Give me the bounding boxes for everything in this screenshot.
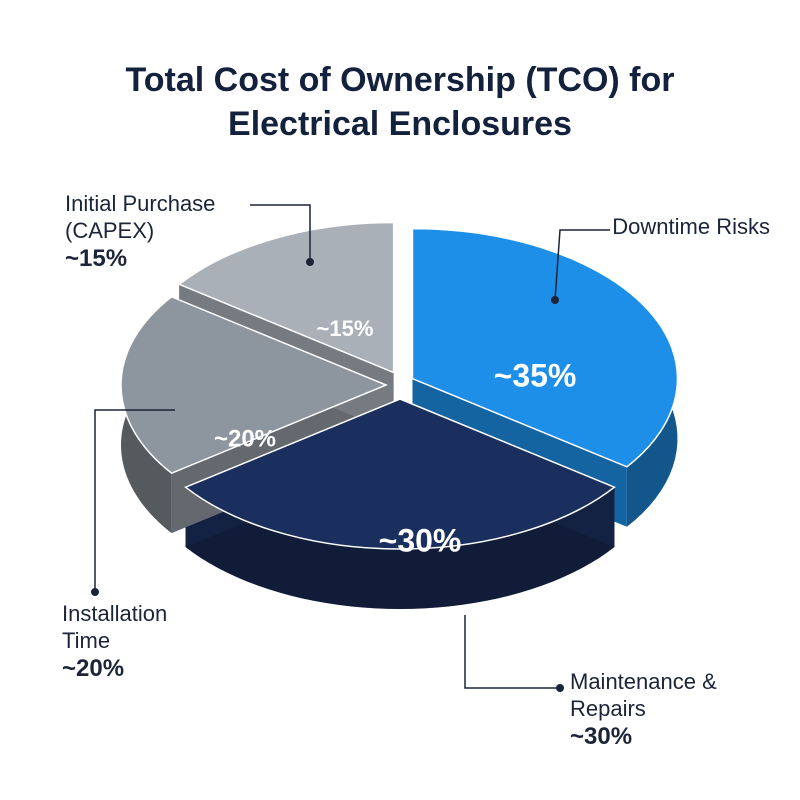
leader-line <box>554 229 610 301</box>
leader-line <box>464 615 560 689</box>
slice-tops <box>120 221 679 550</box>
slice-value-label: ~20% <box>214 425 276 452</box>
slice-value-label: ~15% <box>317 316 374 341</box>
chart-title: Total Cost of Ownership (TCO) for Electr… <box>125 61 675 143</box>
category-name: Initial Purchase (CAPEX) <box>65 191 216 243</box>
leader-dot <box>306 258 314 266</box>
category-label: Downtime Risks <box>600 213 770 240</box>
category-value: ~30% <box>570 723 633 750</box>
category-label: Maintenance & Repairs ~30% <box>570 668 760 752</box>
category-name: Installation Time <box>62 601 168 653</box>
slice-labels: ~35% ~30% ~20% ~15% <box>214 316 576 559</box>
slice <box>120 295 388 475</box>
slice-value-label: ~35% <box>494 357 577 393</box>
leader-line <box>250 204 311 262</box>
category-name: Downtime Risks <box>612 214 770 239</box>
category-label: Installation Time ~20% <box>62 600 212 684</box>
category-label: Initial Purchase (CAPEX) ~15% <box>65 190 275 274</box>
slice <box>411 227 679 468</box>
slice <box>184 398 616 550</box>
slice-value-label: ~30% <box>379 522 462 558</box>
leader-dot <box>91 588 99 596</box>
category-value: ~20% <box>62 655 125 682</box>
slice <box>177 221 395 374</box>
slice-side <box>185 487 615 609</box>
leader-dot <box>551 296 559 304</box>
category-name: Maintenance & Repairs <box>570 669 717 721</box>
leader-line <box>94 409 175 592</box>
leader-dot <box>556 684 564 692</box>
category-value: ~15% <box>65 245 128 272</box>
